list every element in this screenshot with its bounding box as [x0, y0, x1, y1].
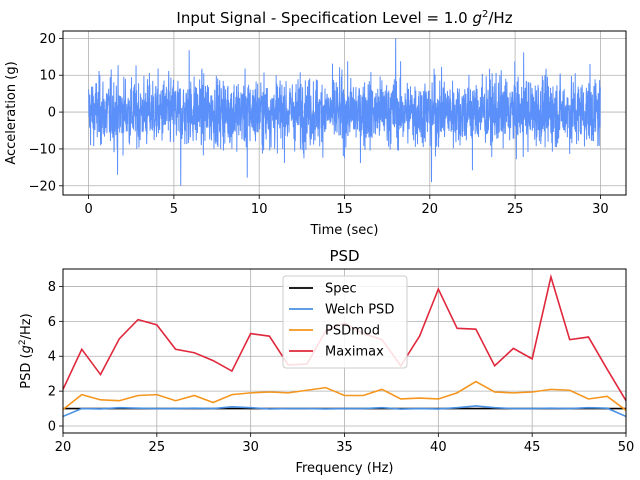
time-history-xtick-label: 25: [507, 202, 524, 217]
psd-ylabel-exp: 2: [18, 339, 28, 345]
time-history-title-main: Input Signal - Specification Level = 1.0: [176, 9, 472, 27]
psd-ylabel-tail: /Hz): [19, 313, 34, 339]
psd-xtick-label: 30: [242, 440, 259, 455]
psd-legend: Spec Welch PSD PSDmod Maximax: [282, 275, 408, 369]
psd-legend-label: Maximax: [325, 345, 384, 360]
psd-xtick-label: 45: [524, 440, 541, 455]
psd-ylabel-base: g: [19, 345, 34, 353]
psd-xtick-label: 25: [149, 440, 166, 455]
psd-ticks: 20 25 30 35 40 45 50 0 2 4 6 8: [48, 280, 635, 455]
psd-xtick-label: 20: [55, 440, 72, 455]
time-history-ytick-label: −10: [29, 142, 56, 157]
time-history-signal: [88, 38, 601, 186]
psd-ylabel: PSD (g2/Hz): [18, 313, 34, 388]
time-history-title: Input Signal - Specification Level = 1.0…: [176, 9, 512, 27]
psd-series-welch-psd: [62, 405, 627, 418]
time-history-ticks: 0 5 10 15 20 25 30 −20 −10 0 10 20: [29, 32, 609, 217]
time-history-title-unit-exp: 2: [482, 9, 488, 20]
time-history-title-unit-base: g: [472, 9, 482, 27]
psd-ytick-label: 6: [48, 315, 56, 330]
psd-ylabel-main: PSD (: [19, 353, 34, 388]
time-history-series-line: [88, 38, 601, 186]
time-history-xtick-label: 10: [251, 202, 268, 217]
psd-xtick-label: 50: [618, 440, 635, 455]
time-history-ytick-label: 10: [39, 69, 56, 84]
psd-legend-frame: [282, 275, 408, 369]
time-history-xtick-label: 5: [170, 202, 178, 217]
time-history-xtick-label: 0: [84, 202, 92, 217]
psd-xtick-label: 40: [430, 440, 447, 455]
psd-chart: 20 25 30 35 40 45 50 0 2 4 6 8 PSD Frequency (Hz) P…: [18, 247, 634, 476]
psd-ytick-label: 0: [48, 420, 56, 435]
psd-legend-label: Spec: [325, 282, 357, 297]
time-history-xtick-label: 20: [422, 202, 439, 217]
time-history-ytick-label: −20: [29, 179, 56, 194]
time-history-xtick-label: 30: [592, 202, 609, 217]
time-history-ylabel: Acceleration (g): [4, 61, 19, 164]
psd-series-psdmod: [62, 380, 627, 411]
time-history-chart: 0 5 10 15 20 25 30 −20 −10 0 10 20 Input Signal - S…: [4, 9, 627, 238]
psd-xtick-label: 35: [336, 440, 353, 455]
time-history-xlabel: Time (sec): [309, 223, 378, 238]
psd-legend-label: Welch PSD: [325, 303, 394, 318]
psd-ytick-label: 8: [48, 280, 56, 295]
time-history-ytick-label: 0: [48, 106, 56, 121]
psd-ytick-label: 2: [48, 385, 56, 400]
psd-ytick-label: 4: [48, 350, 56, 365]
time-history-title-unit-tail: /Hz: [488, 9, 512, 27]
psd-title: PSD: [329, 247, 359, 265]
psd-legend-label: PSDmod: [325, 324, 380, 339]
time-history-xtick-label: 15: [336, 202, 353, 217]
psd-xlabel: Frequency (Hz): [295, 461, 393, 476]
time-history-ytick-label: 20: [39, 32, 56, 47]
